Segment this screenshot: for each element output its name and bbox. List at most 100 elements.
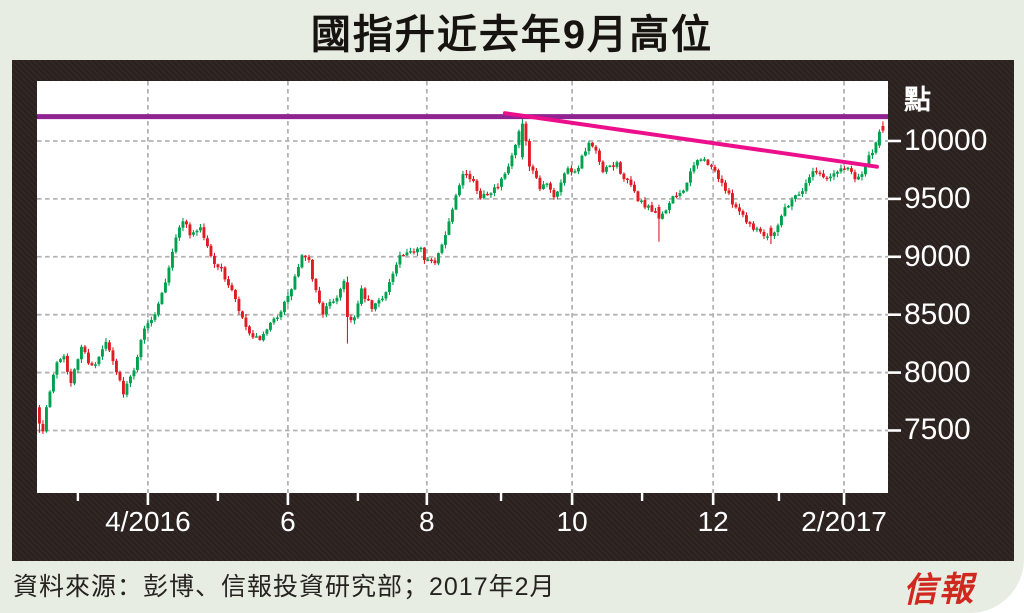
candle-body <box>594 146 598 151</box>
candle-body <box>783 207 787 216</box>
candle-body <box>237 298 241 312</box>
chart-title: 國指升近去年9月高位 <box>310 13 714 57</box>
candle-body <box>416 248 419 253</box>
candle-body <box>573 171 577 173</box>
candle-body <box>87 352 90 364</box>
candle-body <box>846 167 850 170</box>
candle-body <box>878 131 881 146</box>
candle-body <box>430 259 433 262</box>
candle-body <box>342 280 346 290</box>
candle-body <box>377 300 381 304</box>
candle-body <box>510 155 514 167</box>
candle-body <box>136 356 139 370</box>
candle-body <box>80 346 83 360</box>
candle-body <box>122 380 125 395</box>
candle-body <box>41 423 45 432</box>
candle-body <box>563 173 566 184</box>
candle-body <box>251 333 255 338</box>
candle-body <box>265 329 269 334</box>
candle-body <box>871 152 874 156</box>
candle-body <box>717 170 720 179</box>
candle-body <box>195 230 199 233</box>
candle-body <box>752 223 755 230</box>
candle-body <box>657 206 661 219</box>
candle-body <box>727 190 731 194</box>
candle-body <box>465 173 468 176</box>
candle-body <box>696 160 699 166</box>
candle-body <box>38 407 41 424</box>
candle-body <box>514 144 517 156</box>
candle-body <box>437 253 440 264</box>
source-note: 資料來源：彭博、信報投資研究部；2017年2月 <box>13 573 556 601</box>
candle-body <box>479 190 482 199</box>
candle-body <box>153 314 157 320</box>
candle-body <box>97 356 101 365</box>
candle-body <box>139 340 143 358</box>
candle-body <box>720 178 724 183</box>
candle-body <box>507 166 510 174</box>
candle-body <box>111 350 115 362</box>
candle-body <box>328 301 332 307</box>
candle-body <box>367 299 370 301</box>
candle-body <box>52 374 55 392</box>
candle-body <box>591 142 594 147</box>
candle-body <box>724 182 727 191</box>
trendline <box>502 111 879 169</box>
candle-body <box>496 186 500 189</box>
candle-body <box>748 222 752 224</box>
candle-body <box>164 282 167 293</box>
candle-body <box>227 279 230 286</box>
candle-body <box>766 236 769 238</box>
candle-body <box>605 167 608 172</box>
candle-body <box>258 336 262 341</box>
candle-body <box>199 227 202 231</box>
candle-body <box>482 193 486 199</box>
candle-body <box>234 290 237 300</box>
candle-body <box>276 317 279 319</box>
candle-body <box>601 161 605 173</box>
candle-body <box>636 191 640 202</box>
candle-body <box>577 167 580 172</box>
candle-body <box>381 298 384 301</box>
candle-body <box>867 155 871 166</box>
candle-body <box>213 255 216 265</box>
candle-body <box>269 322 272 330</box>
candle-body <box>129 376 132 384</box>
candle-body <box>318 290 321 303</box>
candle-body <box>55 362 59 375</box>
candle-body <box>647 205 650 208</box>
y-axis-label: 8500 <box>904 297 971 331</box>
candle-body <box>192 232 195 235</box>
candle-body <box>633 184 636 192</box>
candle-body <box>643 200 647 208</box>
candle-body <box>570 168 573 172</box>
candle-body <box>293 276 297 290</box>
candle-body <box>584 151 587 156</box>
candle-body <box>339 289 342 298</box>
candlestick-chart <box>37 81 901 505</box>
candle-body <box>314 278 318 291</box>
candle-body <box>762 231 766 237</box>
candle-body <box>454 195 458 210</box>
candle-body <box>346 282 349 318</box>
candle-body <box>440 244 444 253</box>
candle-body <box>94 364 97 366</box>
candle-body <box>528 140 531 167</box>
candle-body <box>815 171 818 173</box>
candle-body <box>745 215 748 223</box>
candle-body <box>409 251 412 253</box>
candle-body <box>115 360 118 373</box>
candle-body <box>83 346 87 353</box>
candle-body <box>801 191 804 194</box>
x-axis-label: 4/2016 <box>105 506 191 537</box>
candle-body <box>738 207 741 212</box>
candle-body <box>185 221 188 225</box>
candle-body <box>773 232 776 236</box>
x-axis-label: 8 <box>419 506 435 537</box>
candle-body <box>160 292 164 305</box>
candle-body <box>174 237 178 252</box>
candle-body <box>622 173 626 180</box>
candle-body <box>706 159 710 165</box>
candle-body <box>255 336 258 338</box>
candle-body <box>874 142 878 153</box>
